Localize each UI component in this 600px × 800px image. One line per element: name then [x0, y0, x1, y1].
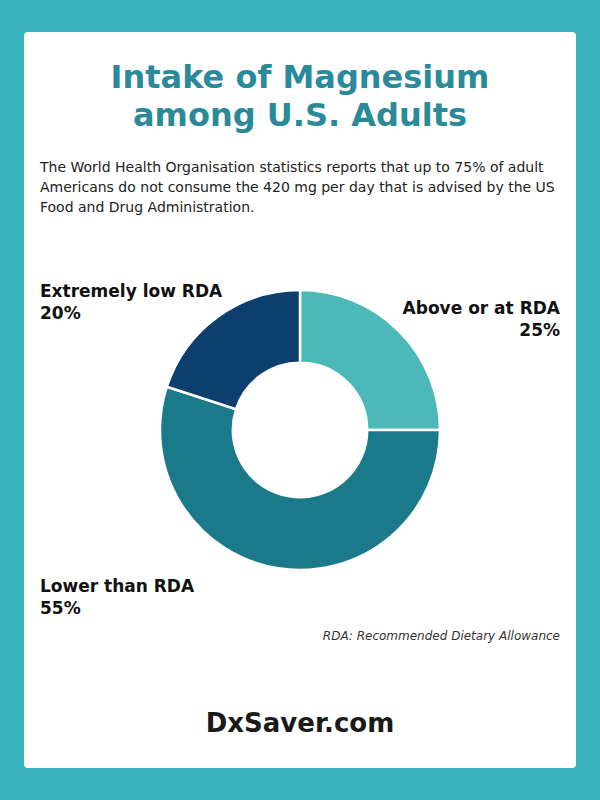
slice-label: Extremely low RDA [40, 281, 223, 301]
donut [160, 290, 440, 570]
subtitle-line: Food and Drug Administration. [40, 199, 254, 215]
title: among U.S. Adults [133, 96, 467, 134]
data-label: 55% [40, 598, 81, 618]
slice [167, 290, 300, 409]
card [24, 32, 576, 768]
subtitle-line: Americans do not consume the 420 mg per … [40, 179, 555, 195]
chart: Intake of Magnesiumamong U.S. Adults The … [0, 0, 600, 800]
title: Intake of Magnesium [111, 58, 490, 96]
slice [160, 387, 440, 570]
background [0, 0, 600, 800]
data-label: 20% [40, 303, 81, 323]
subtitle: The World Health Organisation statistics… [39, 159, 555, 215]
subtitle-line: The World Health Organisation statistics… [39, 159, 544, 175]
brand: DxSaver.com [206, 708, 395, 738]
slice-label: Above or at RDA [403, 298, 561, 318]
data-label: 25% [519, 320, 560, 340]
slice-label: Lower than RDA [40, 576, 195, 596]
note: RDA: Recommended Dietary Allowance [323, 629, 560, 643]
